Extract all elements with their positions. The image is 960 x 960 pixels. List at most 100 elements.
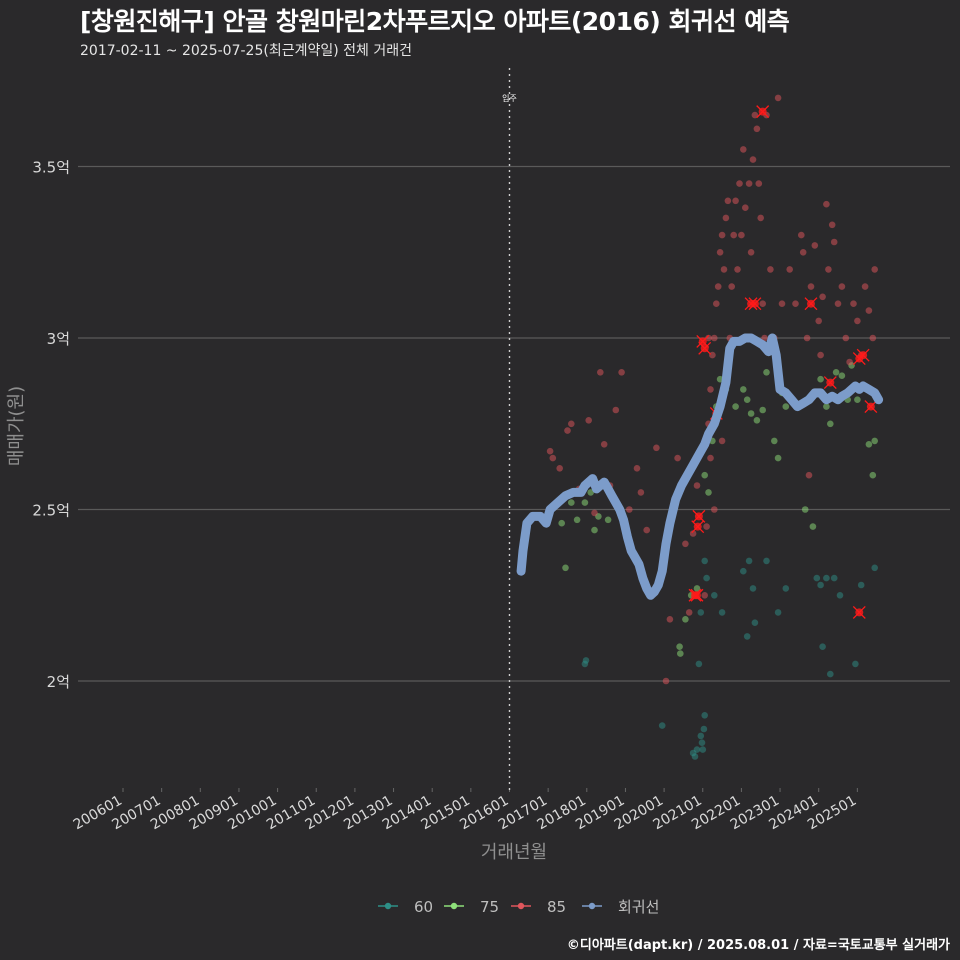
data-point-85 bbox=[861, 283, 869, 290]
data-point-85 bbox=[564, 427, 571, 434]
data-point-85 bbox=[828, 221, 836, 229]
data-point-85 bbox=[774, 94, 782, 102]
data-point-85 bbox=[838, 283, 846, 290]
highlight-marker bbox=[748, 297, 762, 311]
data-point-75 bbox=[865, 441, 873, 448]
data-point-60 bbox=[700, 725, 708, 733]
data-point-75 bbox=[732, 403, 739, 410]
data-point-85 bbox=[730, 231, 737, 239]
data-point-75 bbox=[682, 616, 689, 623]
data-point-85 bbox=[751, 111, 759, 119]
data-point-75 bbox=[759, 406, 766, 414]
data-point-60 bbox=[701, 712, 708, 719]
data-point-85 bbox=[716, 249, 724, 256]
data-point-85 bbox=[846, 358, 853, 366]
data-point-85 bbox=[830, 238, 838, 246]
data-point-85 bbox=[600, 441, 608, 448]
data-point-60 bbox=[852, 660, 859, 668]
data-point-85 bbox=[718, 437, 726, 445]
legend-item-85: 85 bbox=[511, 898, 566, 916]
data-point-85 bbox=[713, 300, 720, 308]
legend-label: 75 bbox=[480, 898, 499, 916]
data-point-60 bbox=[751, 619, 759, 626]
x-axis-ticks: 2006012007012008012009012010012011012012… bbox=[71, 788, 859, 833]
data-point-85 bbox=[643, 526, 650, 534]
data-point-85 bbox=[711, 334, 718, 342]
data-point-85 bbox=[871, 266, 878, 273]
data-point-75 bbox=[774, 454, 782, 462]
data-point-60 bbox=[871, 564, 878, 572]
data-point-85 bbox=[705, 334, 712, 342]
data-point-60 bbox=[749, 585, 757, 592]
data-point-85 bbox=[786, 266, 793, 273]
data-point-75 bbox=[705, 489, 712, 496]
data-point-85 bbox=[707, 454, 714, 462]
data-point-85 bbox=[850, 300, 857, 308]
data-point-85 bbox=[662, 677, 670, 685]
data-point-60 bbox=[745, 557, 753, 565]
data-point-85 bbox=[736, 180, 743, 187]
data-point-60 bbox=[819, 643, 826, 650]
legend-swatch-dot bbox=[588, 902, 596, 910]
data-point-85 bbox=[759, 300, 766, 308]
data-point-60 bbox=[582, 657, 590, 664]
data-point-85 bbox=[753, 125, 761, 133]
data-point-85 bbox=[653, 444, 660, 452]
chart-title: [창원진해구] 안골 창원마린2차푸르지오 아파트(2016) 회귀선 예측 bbox=[80, 7, 790, 36]
data-point-85 bbox=[803, 334, 811, 342]
data-point-85 bbox=[637, 489, 645, 496]
data-point-85 bbox=[799, 249, 807, 256]
highlight-x-stroke bbox=[748, 297, 762, 311]
data-point-85 bbox=[703, 523, 710, 530]
data-point-85 bbox=[819, 293, 826, 301]
data-point-60 bbox=[830, 574, 838, 582]
y-tick-label: 3.5억 bbox=[32, 159, 70, 177]
legend-label: 회귀선 bbox=[618, 898, 659, 916]
highlight-marker bbox=[691, 520, 705, 534]
data-point-75 bbox=[801, 506, 809, 513]
highlight-marker bbox=[864, 400, 878, 414]
data-point-85 bbox=[778, 300, 786, 308]
data-point-85 bbox=[742, 204, 749, 211]
highlight-marker bbox=[852, 605, 866, 619]
data-point-75 bbox=[827, 420, 834, 428]
data-point-60 bbox=[693, 746, 701, 753]
data-point-60 bbox=[743, 633, 751, 640]
y-tick-label: 2억 bbox=[47, 673, 70, 691]
highlight-x-stroke bbox=[864, 400, 878, 414]
data-point-85 bbox=[815, 317, 822, 325]
y-tick-label: 2.5억 bbox=[32, 502, 70, 520]
data-point-60 bbox=[763, 557, 770, 565]
data-point-85 bbox=[757, 214, 764, 222]
data-point-75 bbox=[701, 471, 708, 479]
data-point-85 bbox=[869, 334, 877, 342]
data-point-75 bbox=[676, 643, 683, 650]
highlight-marker bbox=[804, 297, 818, 311]
data-point-75 bbox=[693, 585, 701, 592]
data-point-85 bbox=[693, 482, 701, 489]
highlight-marker bbox=[692, 509, 706, 523]
data-point-85 bbox=[633, 465, 641, 472]
data-point-60 bbox=[740, 567, 747, 575]
x-axis-label: 거래년월 bbox=[481, 842, 547, 863]
data-point-85 bbox=[724, 197, 732, 205]
data-point-60 bbox=[698, 739, 706, 746]
data-point-85 bbox=[792, 300, 799, 308]
data-point-85 bbox=[626, 506, 633, 513]
data-point-85 bbox=[585, 417, 592, 424]
data-point-85 bbox=[618, 369, 625, 376]
data-point-85 bbox=[591, 509, 598, 517]
data-point-75 bbox=[581, 499, 589, 506]
data-point-85 bbox=[711, 506, 718, 513]
highlight-marker bbox=[690, 588, 704, 602]
highlight-x-stroke bbox=[823, 376, 837, 390]
data-point-75 bbox=[838, 372, 846, 380]
data-point-85 bbox=[767, 266, 774, 273]
data-point-85 bbox=[707, 386, 714, 393]
data-point-75 bbox=[809, 523, 817, 530]
data-point-85 bbox=[722, 214, 730, 222]
legend-label: 60 bbox=[414, 898, 433, 916]
highlight-x-stroke bbox=[690, 588, 704, 602]
data-point-85 bbox=[740, 146, 747, 153]
data-point-85 bbox=[732, 197, 739, 205]
